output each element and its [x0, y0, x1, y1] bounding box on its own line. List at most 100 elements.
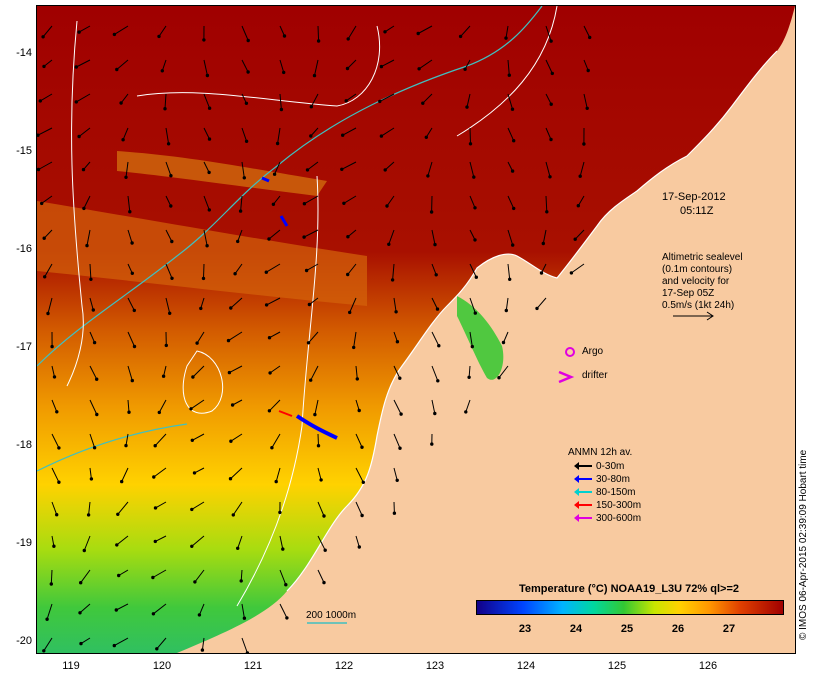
- velocity-arrow-head: [169, 174, 173, 178]
- velocity-arrow-head: [112, 643, 117, 648]
- velocity-arrow-head: [285, 616, 289, 620]
- velocity-arrow: [230, 433, 243, 442]
- velocity-arrow-head: [238, 209, 243, 213]
- velocity-arrow: [393, 297, 397, 312]
- velocity-arrow-head: [50, 344, 54, 349]
- velocity-arrow-head: [549, 102, 553, 106]
- velocity-arrow: [266, 263, 281, 273]
- velocity-arrow: [583, 59, 589, 71]
- velocity-arrow-head: [549, 39, 553, 43]
- velocity-arrow-head: [37, 133, 40, 137]
- velocity-arrow-head: [153, 444, 157, 448]
- velocity-arrow-head: [42, 649, 46, 653]
- velocity-arrow: [583, 25, 591, 38]
- velocity-arrow: [422, 93, 433, 104]
- lon-label: 126: [698, 660, 718, 672]
- velocity-arrow-head: [195, 341, 199, 345]
- velocity-arrow: [386, 195, 395, 207]
- velocity-arrow-head: [585, 106, 589, 111]
- velocity-arrow: [40, 93, 53, 102]
- velocity-arrow-head: [207, 106, 212, 110]
- drifter-label: drifter: [582, 370, 608, 381]
- velocity-arrow-head: [153, 506, 158, 510]
- velocity-arrow-head: [55, 513, 59, 517]
- velocity-arrow-head: [132, 308, 137, 313]
- velocity-arrow: [355, 365, 358, 379]
- velocity-arrow: [355, 535, 360, 548]
- velocity-arrow-head: [390, 278, 395, 282]
- velocity-arrow-head: [348, 310, 352, 315]
- velocity-arrow: [229, 365, 243, 374]
- velocity-arrow-head: [278, 510, 282, 515]
- velocity-arrow-head: [417, 67, 421, 71]
- velocity-arrow: [41, 195, 53, 204]
- velocity-arrow: [230, 297, 243, 309]
- velocity-arrow: [161, 59, 167, 71]
- velocity-arrow-head: [166, 142, 171, 146]
- velocity-arrow: [165, 195, 172, 207]
- velocity-arrow: [76, 59, 91, 68]
- velocity-arrow-head: [121, 138, 125, 142]
- velocity-arrow: [317, 467, 322, 481]
- velocity-arrow: [274, 161, 281, 175]
- velocity-arrow: [127, 229, 133, 244]
- lat-label: -15: [16, 145, 32, 157]
- velocity-arrow: [241, 637, 248, 653]
- velocity-arrow: [116, 59, 129, 70]
- velocity-arrow-head: [155, 647, 159, 651]
- velocity-arrow: [86, 229, 91, 246]
- velocity-arrow: [279, 25, 285, 37]
- velocity-arrow-head: [239, 579, 243, 583]
- velocity-arrow-head: [207, 170, 211, 175]
- velocity-arrow: [240, 195, 243, 212]
- argo-marker-icon: [565, 347, 575, 357]
- velocity-arrow: [469, 297, 476, 314]
- map-date: 17-Sep-2012: [662, 191, 726, 203]
- velocity-arrow: [83, 535, 91, 551]
- velocity-arrow: [393, 331, 398, 342]
- legend-item: 300-600m: [574, 513, 641, 524]
- velocity-arrow-head: [573, 237, 577, 241]
- velocity-arrow-head: [168, 311, 172, 315]
- velocity-arrow-head: [512, 206, 516, 211]
- drifter-track-north: [261, 176, 289, 227]
- velocity-arrow: [191, 501, 205, 510]
- warm-band-2: [117, 151, 327, 196]
- velocity-arrow-head: [78, 611, 82, 615]
- velocity-arrow: [125, 433, 129, 446]
- velocity-arrow: [158, 399, 167, 413]
- sealevel-contour-3: [136, 25, 381, 107]
- velocity-arrow-head: [322, 514, 326, 518]
- sealevel-contour-2: [236, 175, 319, 607]
- velocity-arrow: [275, 467, 281, 482]
- velocity-arrow-head: [79, 581, 83, 585]
- velocity-arrow: [355, 433, 363, 448]
- velocity-arrow: [237, 229, 243, 242]
- velocity-arrow: [381, 127, 395, 137]
- velocity-arrow-head: [508, 277, 512, 281]
- velocity-arrow-head: [95, 412, 99, 417]
- velocity-arrow: [83, 195, 91, 209]
- velocity-arrow: [304, 195, 319, 205]
- velocity-arrow-head: [41, 35, 45, 39]
- velocity-arrow: [165, 127, 170, 144]
- velocity-arrow-head: [470, 344, 474, 349]
- velocity-arrow-head: [472, 175, 476, 179]
- velocity-arrow-head: [545, 210, 549, 214]
- colorbar-tick: 26: [671, 623, 685, 635]
- velocity-arrow-head: [197, 613, 202, 617]
- velocity-arrow: [505, 297, 509, 311]
- velocity-arrow-head: [352, 345, 356, 350]
- velocity-arrow: [464, 59, 471, 70]
- velocity-arrow: [165, 161, 172, 176]
- velocity-arrow: [203, 161, 210, 173]
- velocity-arrow-head: [82, 206, 86, 211]
- velocity-arrow: [279, 535, 284, 550]
- velocity-arrow-head: [246, 70, 250, 74]
- velocity-arrow-head: [535, 306, 539, 311]
- velocity-arrow: [200, 297, 205, 309]
- velocity-arrow-head: [170, 239, 174, 244]
- velocity-arrow: [347, 263, 357, 275]
- velocity-arrow: [203, 195, 210, 211]
- velocity-arrow-head: [387, 242, 391, 247]
